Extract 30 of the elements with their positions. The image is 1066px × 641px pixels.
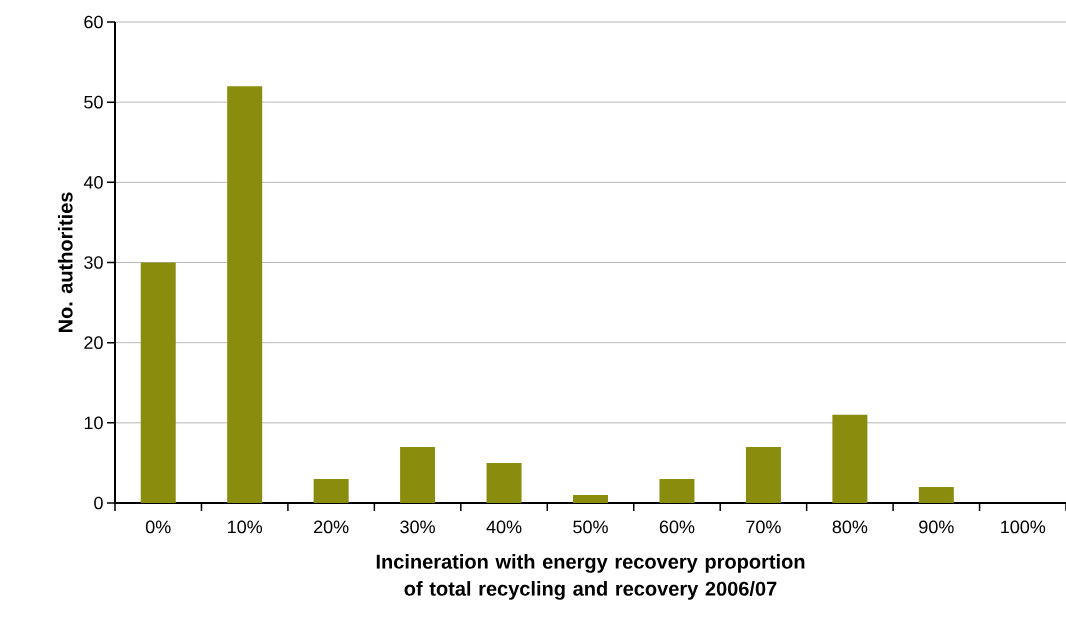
bar [227, 86, 263, 503]
x-tick-label: 70% [746, 520, 781, 534]
y-tick-label: 40 [83, 175, 103, 189]
x-tick-label: 60% [659, 520, 695, 534]
x-tick-label: 10% [228, 520, 263, 534]
bar [745, 446, 781, 503]
x-tick-label: 40% [486, 520, 522, 534]
bar [486, 462, 522, 503]
bar [659, 478, 695, 503]
x-tick-label: 100% [1001, 520, 1046, 534]
x-axis-title: Incineration with energy recovery proportion of total recycling and recovery 2006/07 [376, 554, 805, 600]
x-tick-label: 90% [919, 520, 954, 534]
x-tick-label: 80% [832, 520, 868, 534]
bar [832, 414, 868, 503]
y-tick-label: 0 [94, 496, 103, 510]
y-tick-label: 20 [84, 336, 103, 350]
x-tick-label: 30% [400, 520, 435, 534]
bar [313, 478, 349, 503]
y-tick-label: 50 [84, 95, 103, 109]
x-tick-label: 50% [573, 520, 608, 534]
bar [573, 494, 609, 503]
y-tick-label: 10 [84, 416, 103, 430]
y-axis-title: No. authorities [57, 192, 73, 333]
y-tick-label: 60 [84, 15, 103, 29]
bar [400, 446, 436, 503]
bar [918, 486, 954, 503]
x-tick-label: 0% [145, 520, 171, 534]
x-tick-label: 20% [314, 520, 349, 534]
bar [140, 262, 176, 503]
y-tick-label: 30 [84, 256, 103, 269]
